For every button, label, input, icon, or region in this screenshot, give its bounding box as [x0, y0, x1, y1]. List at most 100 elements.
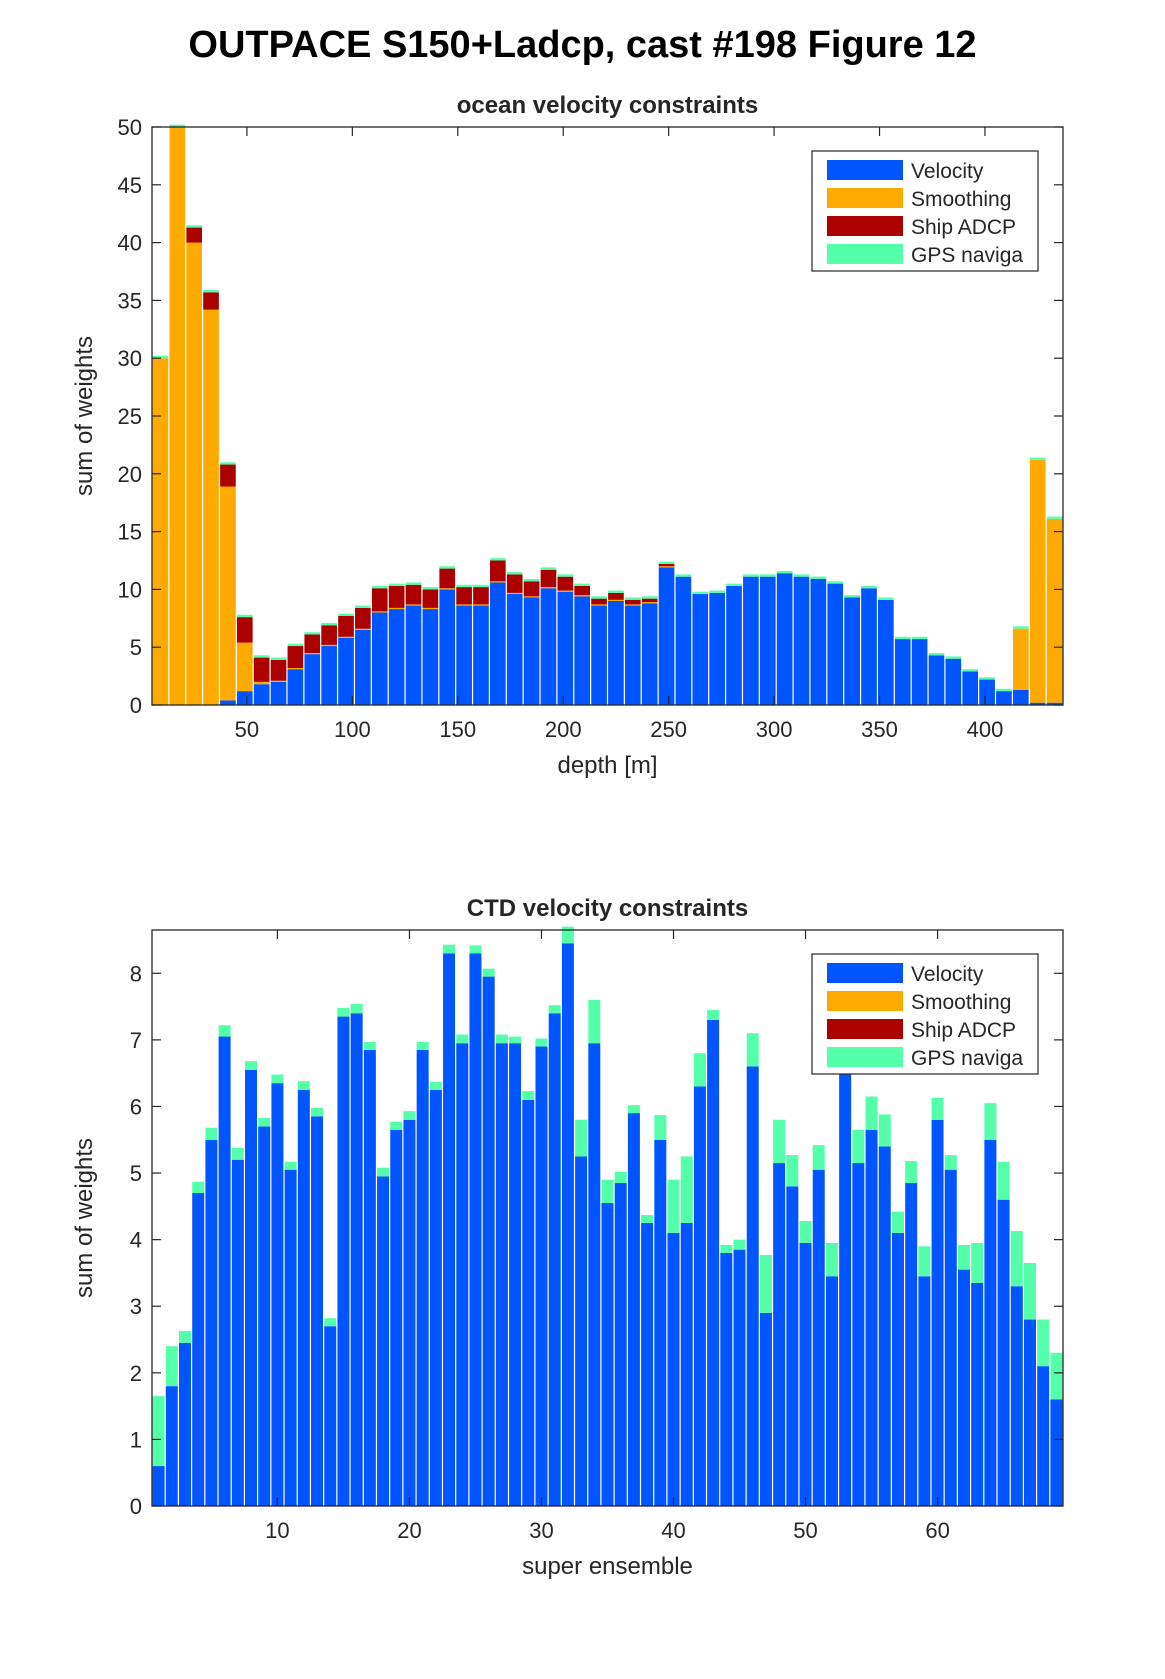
bar-smoothing	[624, 604, 641, 606]
bar-velocity	[270, 681, 287, 705]
bar-gps-naviga	[1010, 1230, 1023, 1287]
bar-velocity	[388, 609, 405, 705]
bar-gps-naviga	[561, 926, 574, 944]
bar-gps-naviga	[338, 613, 354, 616]
bar-velocity	[680, 1222, 693, 1506]
bar-ship-adcp	[186, 227, 203, 243]
y-tick-label: 3	[130, 1294, 142, 1319]
bar-velocity	[627, 1113, 640, 1506]
bar-velocity	[495, 1043, 508, 1506]
bar-gps-naviga	[984, 1103, 997, 1140]
bar-gps-naviga	[574, 583, 591, 586]
bar-gps-naviga	[371, 585, 388, 589]
bar-ship-adcp	[355, 607, 371, 629]
bar-velocity	[743, 576, 759, 705]
x-axis-label: depth [m]	[557, 752, 657, 779]
y-axis-label: sum of weights	[71, 1138, 98, 1298]
bar-gps-naviga	[733, 1239, 746, 1250]
bar-velocity	[928, 655, 945, 705]
bar-velocity	[971, 1282, 984, 1506]
bar-velocity	[363, 1049, 376, 1506]
legend-label: Velocity	[911, 160, 984, 183]
bar-velocity	[548, 1013, 561, 1506]
bar-gps-naviga	[601, 1179, 614, 1204]
axes-box	[151, 929, 1064, 1507]
bar-ship-adcp	[253, 657, 270, 682]
bar-velocity	[601, 1203, 614, 1506]
chart-ctd-velocity: 10 20 30 40 50 60 0 1 2 3 4 5 6 7 8 CTD velocity constr…	[71, 895, 1064, 1580]
y-tick-label: 25	[118, 404, 142, 429]
x-tick-label: 100	[334, 717, 371, 742]
bar-gps-naviga	[253, 655, 270, 658]
bar-velocity	[658, 567, 675, 705]
bar-gps-naviga	[667, 1179, 680, 1233]
bar-smoothing	[203, 309, 219, 705]
bar-gps-naviga	[540, 567, 557, 570]
bar-smoothing	[641, 602, 658, 604]
bar-ship-adcp	[557, 576, 574, 591]
y-tick-label: 0	[130, 1494, 142, 1519]
bar-gps-naviga	[245, 1061, 258, 1070]
bar-gps-naviga	[220, 462, 236, 465]
bar-gps-naviga	[812, 1145, 825, 1170]
bar-gps-naviga	[429, 1081, 442, 1090]
bar-gps-naviga	[355, 605, 371, 608]
y-tick-label: 4	[130, 1228, 142, 1253]
bar-gps-naviga	[169, 124, 186, 127]
legend-label: Ship ADCP	[911, 216, 1016, 239]
bar-gps-naviga	[321, 622, 337, 626]
bar-velocity	[905, 1183, 918, 1506]
bar-velocity	[355, 629, 371, 705]
bar-ship-adcp	[473, 587, 489, 605]
bar-gps-naviga	[894, 636, 911, 640]
bar-velocity	[540, 588, 557, 705]
bar-gps-naviga	[490, 558, 506, 561]
bar-velocity	[506, 594, 523, 705]
bar-velocity	[799, 1242, 812, 1506]
bar-velocity	[522, 1099, 535, 1506]
bar-gps-naviga	[523, 579, 540, 582]
bar-gps-naviga	[608, 590, 624, 593]
bar-velocity	[390, 1129, 403, 1506]
y-tick-label: 10	[118, 577, 142, 602]
bar-gps-naviga	[680, 1156, 693, 1223]
bar-velocity	[996, 691, 1012, 705]
bar-velocity	[707, 1019, 720, 1506]
bar-gps-naviga	[186, 225, 203, 228]
bar-velocity	[962, 671, 979, 705]
bar-gps-naviga	[403, 1111, 416, 1120]
bar-gps-naviga	[825, 1242, 838, 1277]
bar-velocity	[236, 691, 253, 705]
bar-gps-naviga	[614, 1171, 627, 1184]
bar-velocity	[979, 679, 995, 705]
bar-smoothing	[422, 607, 439, 610]
legend-swatch	[827, 188, 903, 208]
bar-gps-naviga	[891, 1211, 904, 1233]
bar-ship-adcp	[422, 589, 439, 608]
bar-gps-naviga	[1046, 516, 1063, 519]
legend-label: Smoothing	[911, 188, 1011, 211]
bar-velocity	[667, 1232, 680, 1506]
bar-smoothing	[557, 590, 574, 592]
bar-gps-naviga	[1012, 626, 1029, 629]
bar-gps-naviga	[205, 1127, 218, 1140]
y-tick-label: 7	[130, 1028, 142, 1053]
bar-ship-adcp	[523, 581, 540, 597]
x-tick-label: 50	[793, 1518, 817, 1543]
bar-velocity	[945, 658, 962, 705]
bar-velocity	[614, 1183, 627, 1506]
bar-gps-naviga	[726, 583, 742, 586]
bar-ship-adcp	[658, 563, 675, 567]
bar-velocity	[957, 1269, 970, 1506]
bar-gps-naviga	[390, 1121, 403, 1130]
bar-gps-naviga	[971, 1242, 984, 1283]
bar-velocity	[776, 573, 793, 705]
bar-velocity	[473, 605, 489, 705]
y-tick-label: 30	[118, 346, 142, 371]
bar-velocity	[997, 1199, 1010, 1506]
x-tick-label: 30	[529, 1518, 553, 1543]
bar-gps-naviga	[522, 1091, 535, 1100]
y-tick-label: 50	[118, 115, 142, 140]
bar-gps-naviga	[535, 1038, 548, 1047]
bar-gps-naviga	[905, 1161, 918, 1184]
